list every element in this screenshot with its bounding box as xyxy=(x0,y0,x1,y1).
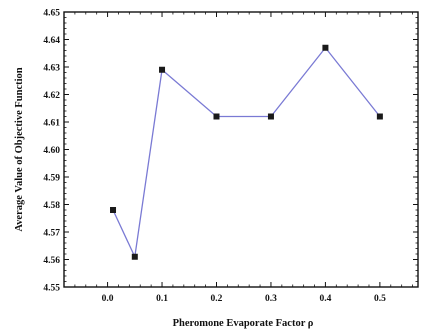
y-tick-label: 4.55 xyxy=(43,284,60,294)
x-tick-label: 0.3 xyxy=(265,294,277,304)
x-tick-label: 0.0 xyxy=(102,294,114,304)
data-point xyxy=(110,207,117,213)
plot-frame xyxy=(63,11,419,288)
y-tick-label: 4.56 xyxy=(43,256,60,266)
y-tick-label: 4.59 xyxy=(43,174,60,184)
x-tick-label: 0.1 xyxy=(156,294,168,304)
data-point xyxy=(213,113,220,120)
data-point xyxy=(131,253,138,260)
y-axis-title: Average Value of Objective Function xyxy=(14,67,25,231)
y-tick-label: 4.60 xyxy=(43,146,60,156)
series-line xyxy=(112,46,381,259)
y-tick-label: 4.62 xyxy=(43,91,60,101)
data-point xyxy=(267,113,274,120)
y-tick-label: 4.65 xyxy=(43,9,60,19)
x-tick-label: 0.4 xyxy=(319,294,331,304)
y-tick-label: 4.61 xyxy=(43,119,60,129)
y-tick-label: 4.63 xyxy=(43,64,60,74)
y-tick-label: 4.58 xyxy=(43,201,60,211)
data-point xyxy=(159,66,166,73)
data-point xyxy=(322,44,329,51)
x-tick-label: 0.2 xyxy=(211,294,223,304)
y-tick-label: 4.64 xyxy=(43,36,60,46)
data-point xyxy=(376,113,383,120)
x-axis-title: Pheromone Evaporate Factor ρ xyxy=(173,318,314,329)
x-tick-label: 0.5 xyxy=(374,294,386,304)
y-tick-label: 4.57 xyxy=(43,229,60,239)
